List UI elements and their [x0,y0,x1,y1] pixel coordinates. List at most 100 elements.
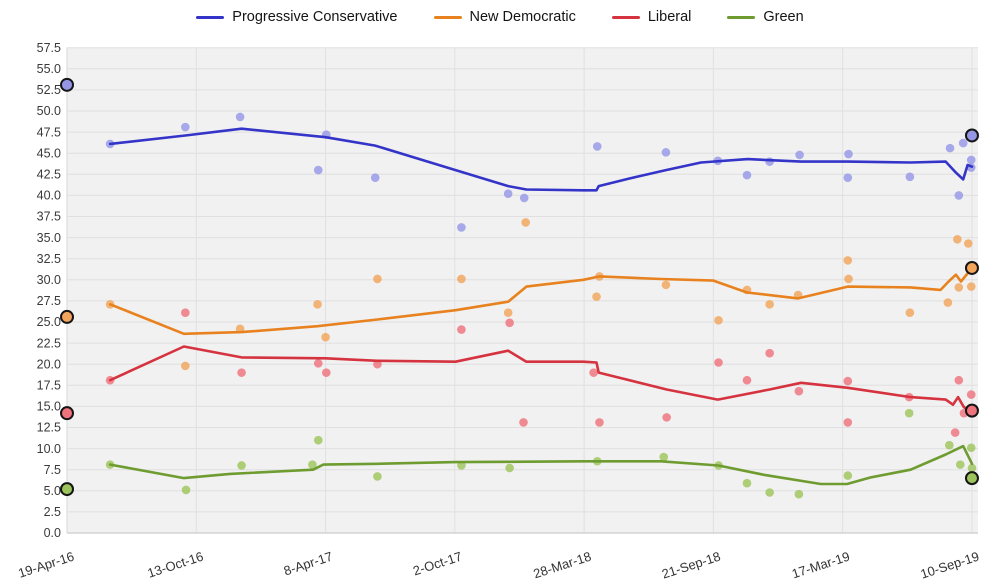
poll-point-new-democratic[interactable] [843,256,853,265]
poll-point-new-democratic[interactable] [373,274,382,284]
circled-marker-green[interactable] [60,482,74,497]
poll-point-progressive-conservative[interactable] [765,157,774,166]
poll-point-progressive-conservative[interactable] [945,143,955,153]
poll-point-liberal[interactable] [714,358,723,367]
legend-item-liberal[interactable]: Liberal [611,9,692,25]
poll-point-new-democratic[interactable] [521,218,530,227]
poll-point-progressive-conservative[interactable] [503,189,513,199]
poll-point-green[interactable] [945,440,954,450]
y-axis-tick-label: 57.5 [37,41,61,55]
legend-label: Green [763,9,804,25]
poll-point-new-democratic[interactable] [966,282,976,291]
poll-point-green[interactable] [308,460,317,469]
poll-point-green[interactable] [966,443,976,453]
poll-point-green[interactable] [313,435,323,445]
poll-point-green[interactable] [967,463,977,473]
poll-point-progressive-conservative[interactable] [958,138,968,148]
poll-point-liberal[interactable] [181,308,190,318]
poll-point-progressive-conservative[interactable] [844,149,853,159]
poll-point-liberal[interactable] [742,375,752,385]
legend-swatch-green [727,15,756,19]
poll-point-new-democratic[interactable] [714,316,723,325]
poll-point-green[interactable] [659,452,669,462]
poll-point-new-democratic[interactable] [457,274,466,284]
poll-point-progressive-conservative[interactable] [457,223,466,232]
poll-point-new-democratic[interactable] [765,299,774,309]
poll-point-progressive-conservative[interactable] [795,150,804,160]
poll-point-liberal[interactable] [519,418,528,427]
poll-point-new-democratic[interactable] [321,332,330,342]
poll-point-progressive-conservative[interactable] [235,112,245,122]
poll-point-progressive-conservative[interactable] [966,155,976,165]
legend-item-new-democratic[interactable]: New Democratic [433,9,576,25]
circled-marker-new-democratic[interactable] [964,260,979,275]
poll-point-new-democratic[interactable] [844,274,853,284]
poll-point-liberal[interactable] [595,418,604,427]
poll-point-green[interactable] [373,472,382,481]
y-axis-tick-label: 50.0 [37,104,61,118]
poll-point-progressive-conservative[interactable] [592,142,602,151]
poll-point-green[interactable] [904,408,914,418]
x-axis-tick-label: 10-Sep-19 [919,549,981,582]
legend-label: New Democratic [469,9,576,25]
poll-point-liberal[interactable] [950,428,960,437]
poll-point-liberal[interactable] [954,375,964,385]
poll-point-liberal[interactable] [794,386,804,396]
poll-point-progressive-conservative[interactable] [661,148,671,157]
poll-point-green[interactable] [843,471,853,480]
poll-point-progressive-conservative[interactable] [313,165,323,175]
poll-point-progressive-conservative[interactable] [519,193,529,203]
poll-point-green[interactable] [955,460,965,469]
circled-marker-new-democratic[interactable] [60,309,74,324]
poll-point-progressive-conservative[interactable] [742,170,752,180]
circled-marker-liberal[interactable] [964,403,979,418]
poll-point-green[interactable] [505,463,514,473]
poll-point-progressive-conservative[interactable] [905,172,915,182]
poll-point-new-democratic[interactable] [313,299,322,309]
poll-point-liberal[interactable] [457,325,466,334]
poll-point-new-democratic[interactable] [954,283,964,292]
poll-point-liberal[interactable] [843,376,853,386]
x-axis-tick-label: 21-Sep-18 [660,549,722,582]
y-axis-tick-label: 20.0 [37,357,61,371]
poll-point-green[interactable] [765,488,774,497]
poll-point-new-democratic[interactable] [905,308,915,318]
poll-point-green[interactable] [742,478,752,488]
circled-marker-liberal[interactable] [60,406,74,421]
legend-item-progressive-conservative[interactable]: Progressive Conservative [196,9,398,25]
poll-point-liberal[interactable] [843,418,853,427]
poll-point-new-democratic[interactable] [592,292,601,301]
poll-point-new-democratic[interactable] [503,308,513,318]
poll-point-liberal[interactable] [662,413,671,422]
legend-item-green[interactable]: Green [727,9,804,25]
poll-point-green[interactable] [237,461,246,470]
poll-point-liberal[interactable] [313,359,323,368]
poll-point-progressive-conservative[interactable] [843,173,853,182]
poll-point-liberal[interactable] [321,368,331,377]
circled-marker-green[interactable] [964,471,979,486]
y-axis-tick-label: 35.0 [37,231,61,245]
poll-point-liberal[interactable] [505,318,514,328]
y-axis-tick-label: 37.5 [37,210,61,224]
poll-point-progressive-conservative[interactable] [954,191,964,200]
poll-point-liberal[interactable] [765,348,774,358]
poll-point-new-democratic[interactable] [953,234,962,244]
poll-point-new-democratic[interactable] [943,298,953,307]
poll-point-liberal[interactable] [237,368,246,377]
poll-point-green[interactable] [794,489,804,499]
y-axis-tick-label: 2.5 [44,505,61,519]
circled-marker-progressive-conservative[interactable] [964,128,979,143]
poll-point-new-democratic[interactable] [964,239,973,248]
circled-marker-progressive-conservative[interactable] [60,77,74,92]
poll-point-new-democratic[interactable] [661,280,671,290]
poll-point-green[interactable] [181,485,191,495]
legend-label: Liberal [647,9,692,25]
poll-point-progressive-conservative[interactable] [181,122,190,132]
poll-point-liberal[interactable] [966,390,976,399]
y-axis-tick-label: 52.5 [37,83,61,97]
poll-point-new-democratic[interactable] [181,361,190,371]
y-axis-tick-label: 25.0 [37,315,61,329]
poll-point-progressive-conservative[interactable] [370,173,380,182]
poll-point-liberal[interactable] [589,368,598,377]
